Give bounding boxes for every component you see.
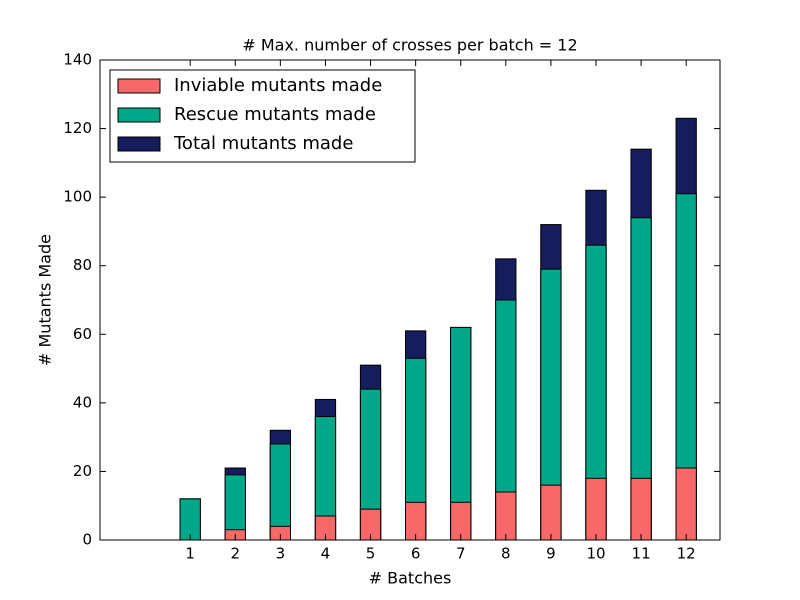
x-tick-label: 2: [230, 545, 240, 563]
bar: [630, 477, 652, 541]
x-tick-label: 12: [677, 545, 696, 563]
y-tick-label: 120: [63, 119, 92, 137]
bar: [179, 498, 201, 541]
y-tick-label: 0: [82, 531, 92, 549]
y-tick-label: 80: [73, 256, 92, 274]
legend-box: [109, 69, 416, 163]
y-tick-label: 100: [63, 188, 92, 206]
y-tick-label: 40: [73, 393, 92, 411]
x-tick-label: 7: [456, 545, 466, 563]
x-tick-label: 5: [366, 545, 376, 563]
x-tick-label: 1: [185, 545, 195, 563]
chart-title: # Max. number of crosses per batch = 12: [242, 36, 577, 55]
legend-swatch: [117, 136, 161, 152]
x-axis-label: # Batches: [369, 569, 452, 588]
x-tick-label: 8: [501, 545, 511, 563]
legend-swatch: [117, 78, 161, 94]
bar: [269, 443, 292, 541]
bar: [540, 484, 562, 541]
y-tick-label: 140: [63, 51, 92, 69]
y-tick-label: 60: [73, 325, 92, 343]
x-tick-label: 11: [632, 545, 651, 563]
bar: [585, 477, 607, 541]
y-tick-label: 20: [73, 462, 92, 480]
x-tick-label: 4: [321, 545, 331, 563]
bar: [675, 467, 697, 541]
x-tick-label: 3: [276, 545, 286, 563]
legend-label: Total mutants made: [173, 133, 353, 154]
legend-swatch: [117, 107, 161, 123]
x-tick-label: 10: [586, 545, 605, 563]
bar: [495, 491, 517, 541]
legend-label: Inviable mutants made: [174, 75, 382, 96]
x-tick-label: 9: [546, 545, 556, 563]
legend-label: Rescue mutants made: [174, 104, 376, 125]
plot-frame: [99, 59, 721, 541]
y-axis-label: # Mutants Made: [36, 234, 55, 366]
x-tick-label: 6: [411, 545, 421, 563]
